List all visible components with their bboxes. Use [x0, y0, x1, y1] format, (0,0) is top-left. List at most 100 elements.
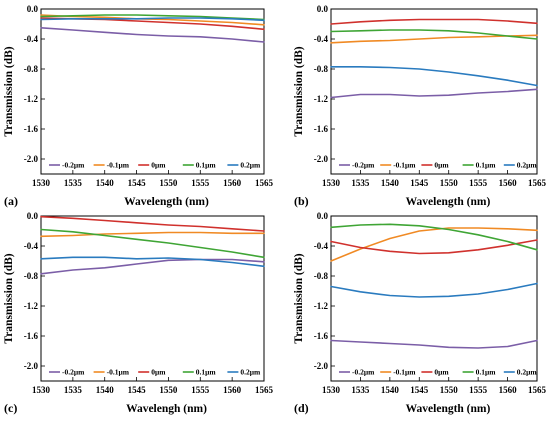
legend-label: -0.2μm: [62, 368, 85, 377]
y-tick-label: -1.6: [314, 331, 329, 341]
legend-label: 0.2μm: [517, 368, 538, 377]
x-tick-label: 1540: [381, 178, 400, 188]
panel-label: (a): [4, 194, 18, 208]
x-tick-label: 1545: [128, 178, 147, 188]
x-tick-label: 1550: [159, 385, 178, 395]
y-axis-title: Transmission (dB): [3, 253, 15, 343]
series-line-2: [40, 231, 265, 238]
legend-item: -0.2μm: [49, 368, 85, 377]
legend-item: -0.2μm: [339, 161, 375, 170]
y-tick-label: -0.8: [314, 64, 329, 74]
series-line-4: [40, 14, 265, 21]
x-axis-title: Wavelength (nm): [406, 403, 491, 415]
panel-label: (c): [4, 401, 17, 415]
legend-item: 0.1μm: [462, 368, 497, 377]
x-tick-label: 1545: [128, 385, 147, 395]
legend-item: 0μm: [421, 368, 449, 377]
y-tick-label: -2.0: [24, 361, 39, 371]
plot-frame: [330, 215, 538, 382]
x-tick-label: 1565: [528, 178, 547, 188]
y-axis-title: Transmission (dB): [3, 46, 15, 136]
x-tick-label: 1565: [255, 178, 274, 188]
x-tick-label: 1535: [64, 385, 83, 395]
y-tick-label: -1.2: [314, 301, 329, 311]
legend-label: -0.1μm: [107, 368, 130, 377]
y-tick-label: -1.6: [24, 124, 39, 134]
x-tick-label: 1550: [440, 385, 459, 395]
legend-label: 0.2μm: [517, 161, 538, 170]
x-tick-label: 1530: [32, 178, 51, 188]
legend-label: 0.1μm: [476, 161, 497, 170]
x-tick-label: 1555: [469, 178, 488, 188]
y-tick-label: 0.0: [317, 4, 329, 14]
x-tick-label: 1530: [322, 178, 341, 188]
series-line-1: [330, 339, 538, 349]
y-tick-label: -0.4: [314, 241, 329, 251]
series-line-4: [330, 223, 538, 251]
x-tick-label: 1555: [191, 385, 210, 395]
plot-frame: [40, 215, 265, 382]
legend-item: -0.1μm: [93, 368, 130, 377]
series-line-5: [40, 17, 265, 22]
series-line-1: [40, 258, 265, 275]
panel-label: (b): [294, 194, 309, 208]
legend-label: 0.1μm: [196, 161, 217, 170]
x-tick-label: 1540: [381, 385, 400, 395]
series-line-1: [330, 88, 538, 99]
legend-item: 0.2μm: [227, 161, 261, 170]
y-tick-label: 0.0: [27, 4, 39, 14]
legend-label: -0.1μm: [107, 161, 130, 170]
chart-panel-1: 1530 1535 1540 1545 1550 1555 1560 1565 0.0 -0.4 -…: [3, 4, 274, 208]
legend-label: 0.2μm: [240, 368, 261, 377]
legend-label: -0.2μm: [62, 161, 85, 170]
legend-item: -0.2μm: [339, 368, 375, 377]
legend-label: 0.1μm: [196, 368, 217, 377]
legend-item: -0.1μm: [93, 161, 130, 170]
x-tick-label: 1540: [96, 385, 115, 395]
series-line-5: [330, 282, 538, 298]
x-tick-label: 1565: [255, 385, 274, 395]
legend-label: 0μm: [434, 161, 449, 170]
legend-item: 0.1μm: [182, 161, 217, 170]
x-tick-label: 1535: [351, 385, 370, 395]
series-line-4: [40, 228, 265, 259]
y-tick-label: -1.2: [24, 301, 39, 311]
series-line-1: [40, 26, 265, 43]
legend-label: 0.1μm: [476, 368, 497, 377]
series-line-5: [330, 66, 538, 87]
legend-label: -0.1μm: [393, 161, 416, 170]
y-tick-label: -2.0: [314, 361, 329, 371]
x-tick-label: 1530: [32, 385, 51, 395]
x-tick-label: 1535: [351, 178, 370, 188]
y-tick-label: -2.0: [314, 154, 329, 164]
legend-item: -0.2μm: [49, 161, 85, 170]
y-tick-label: -1.6: [314, 124, 329, 134]
x-axis-title: Wavelengh (nm): [126, 403, 207, 415]
legend-item: -0.1μm: [380, 161, 416, 170]
legend-label: -0.2μm: [352, 161, 375, 170]
x-tick-label: 1555: [469, 385, 488, 395]
plot-frame: [40, 8, 265, 175]
y-tick-label: -1.2: [24, 94, 39, 104]
x-tick-label: 1560: [499, 178, 518, 188]
series-line-4: [330, 29, 538, 40]
panel-label: (d): [294, 401, 309, 415]
y-tick-label: -0.8: [24, 271, 39, 281]
series-line-3: [330, 239, 538, 255]
y-tick-label: 0.0: [317, 211, 329, 221]
legend-label: 0μm: [151, 161, 166, 170]
x-tick-label: 1565: [528, 385, 547, 395]
x-tick-label: 1560: [223, 178, 242, 188]
legend-item: 0.2μm: [227, 368, 261, 377]
x-tick-label: 1550: [440, 178, 459, 188]
series-line-3: [40, 215, 265, 232]
legend-item: -0.1μm: [380, 368, 416, 377]
y-tick-label: 0.0: [27, 211, 39, 221]
legend-item: 0.2μm: [503, 161, 538, 170]
legend-label: 0μm: [434, 368, 449, 377]
plot-frame: [330, 8, 538, 175]
x-tick-label: 1530: [322, 385, 341, 395]
y-tick-label: -2.0: [24, 154, 39, 164]
y-tick-label: -0.4: [314, 34, 329, 44]
